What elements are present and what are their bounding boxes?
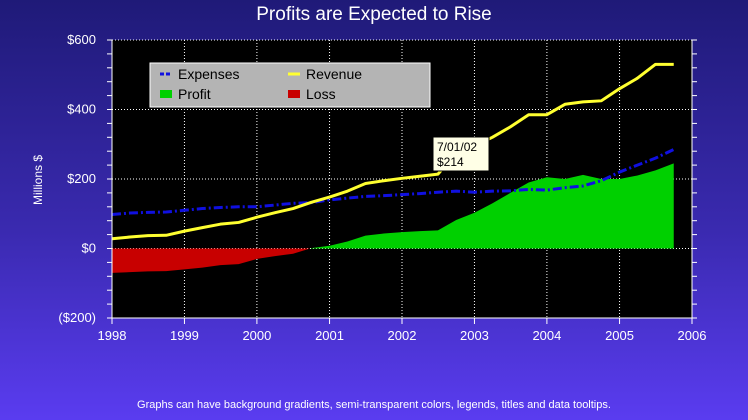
legend-label-expenses: Expenses (178, 66, 239, 82)
x-tick-label: 2000 (242, 328, 271, 343)
legend-swatch-loss (288, 90, 300, 98)
x-tick-label: 1998 (98, 328, 127, 343)
y-tick-label: $0 (82, 241, 96, 256)
x-tick-label: 2005 (605, 328, 634, 343)
tooltip-value: $214 (437, 155, 464, 169)
expenses-line (111, 148, 675, 216)
x-tick-label: 2001 (315, 328, 344, 343)
tooltip-box (432, 136, 490, 172)
loss-area (112, 248, 311, 273)
legend: Expenses Revenue Profit Loss (149, 62, 431, 108)
legend-swatch-profit (160, 90, 172, 98)
y-tick-label: $600 (67, 32, 96, 47)
x-tick-label: 2002 (388, 328, 417, 343)
x-tick-label: 2006 (678, 328, 707, 343)
chart-title: Profits are Expected to Rise (256, 4, 492, 25)
x-tick-label: 1999 (170, 328, 199, 343)
line-layer (111, 62, 675, 241)
legend-label-profit: Profit (178, 86, 211, 102)
x-tick-label: 2004 (532, 328, 561, 343)
x-tick-label: 2003 (460, 328, 489, 343)
legend-label-loss: Loss (306, 86, 336, 102)
data-tooltip[interactable]: 7/01/02$214 (432, 136, 490, 172)
y-tick-label: ($200) (58, 310, 96, 325)
axis-layer: ($200) $0 $200 $400 $600 1998 1999 2000 2001 2002… (58, 32, 706, 343)
footer-caption: Graphs can have background gradients, se… (137, 399, 611, 411)
y-tick-label: $400 (67, 102, 96, 117)
tooltip-date: 7/01/02 (437, 140, 477, 154)
legend-box (149, 62, 431, 108)
revenue-line (111, 62, 674, 241)
y-tick-label: $200 (67, 171, 96, 186)
legend-label-revenue: Revenue (306, 66, 362, 82)
